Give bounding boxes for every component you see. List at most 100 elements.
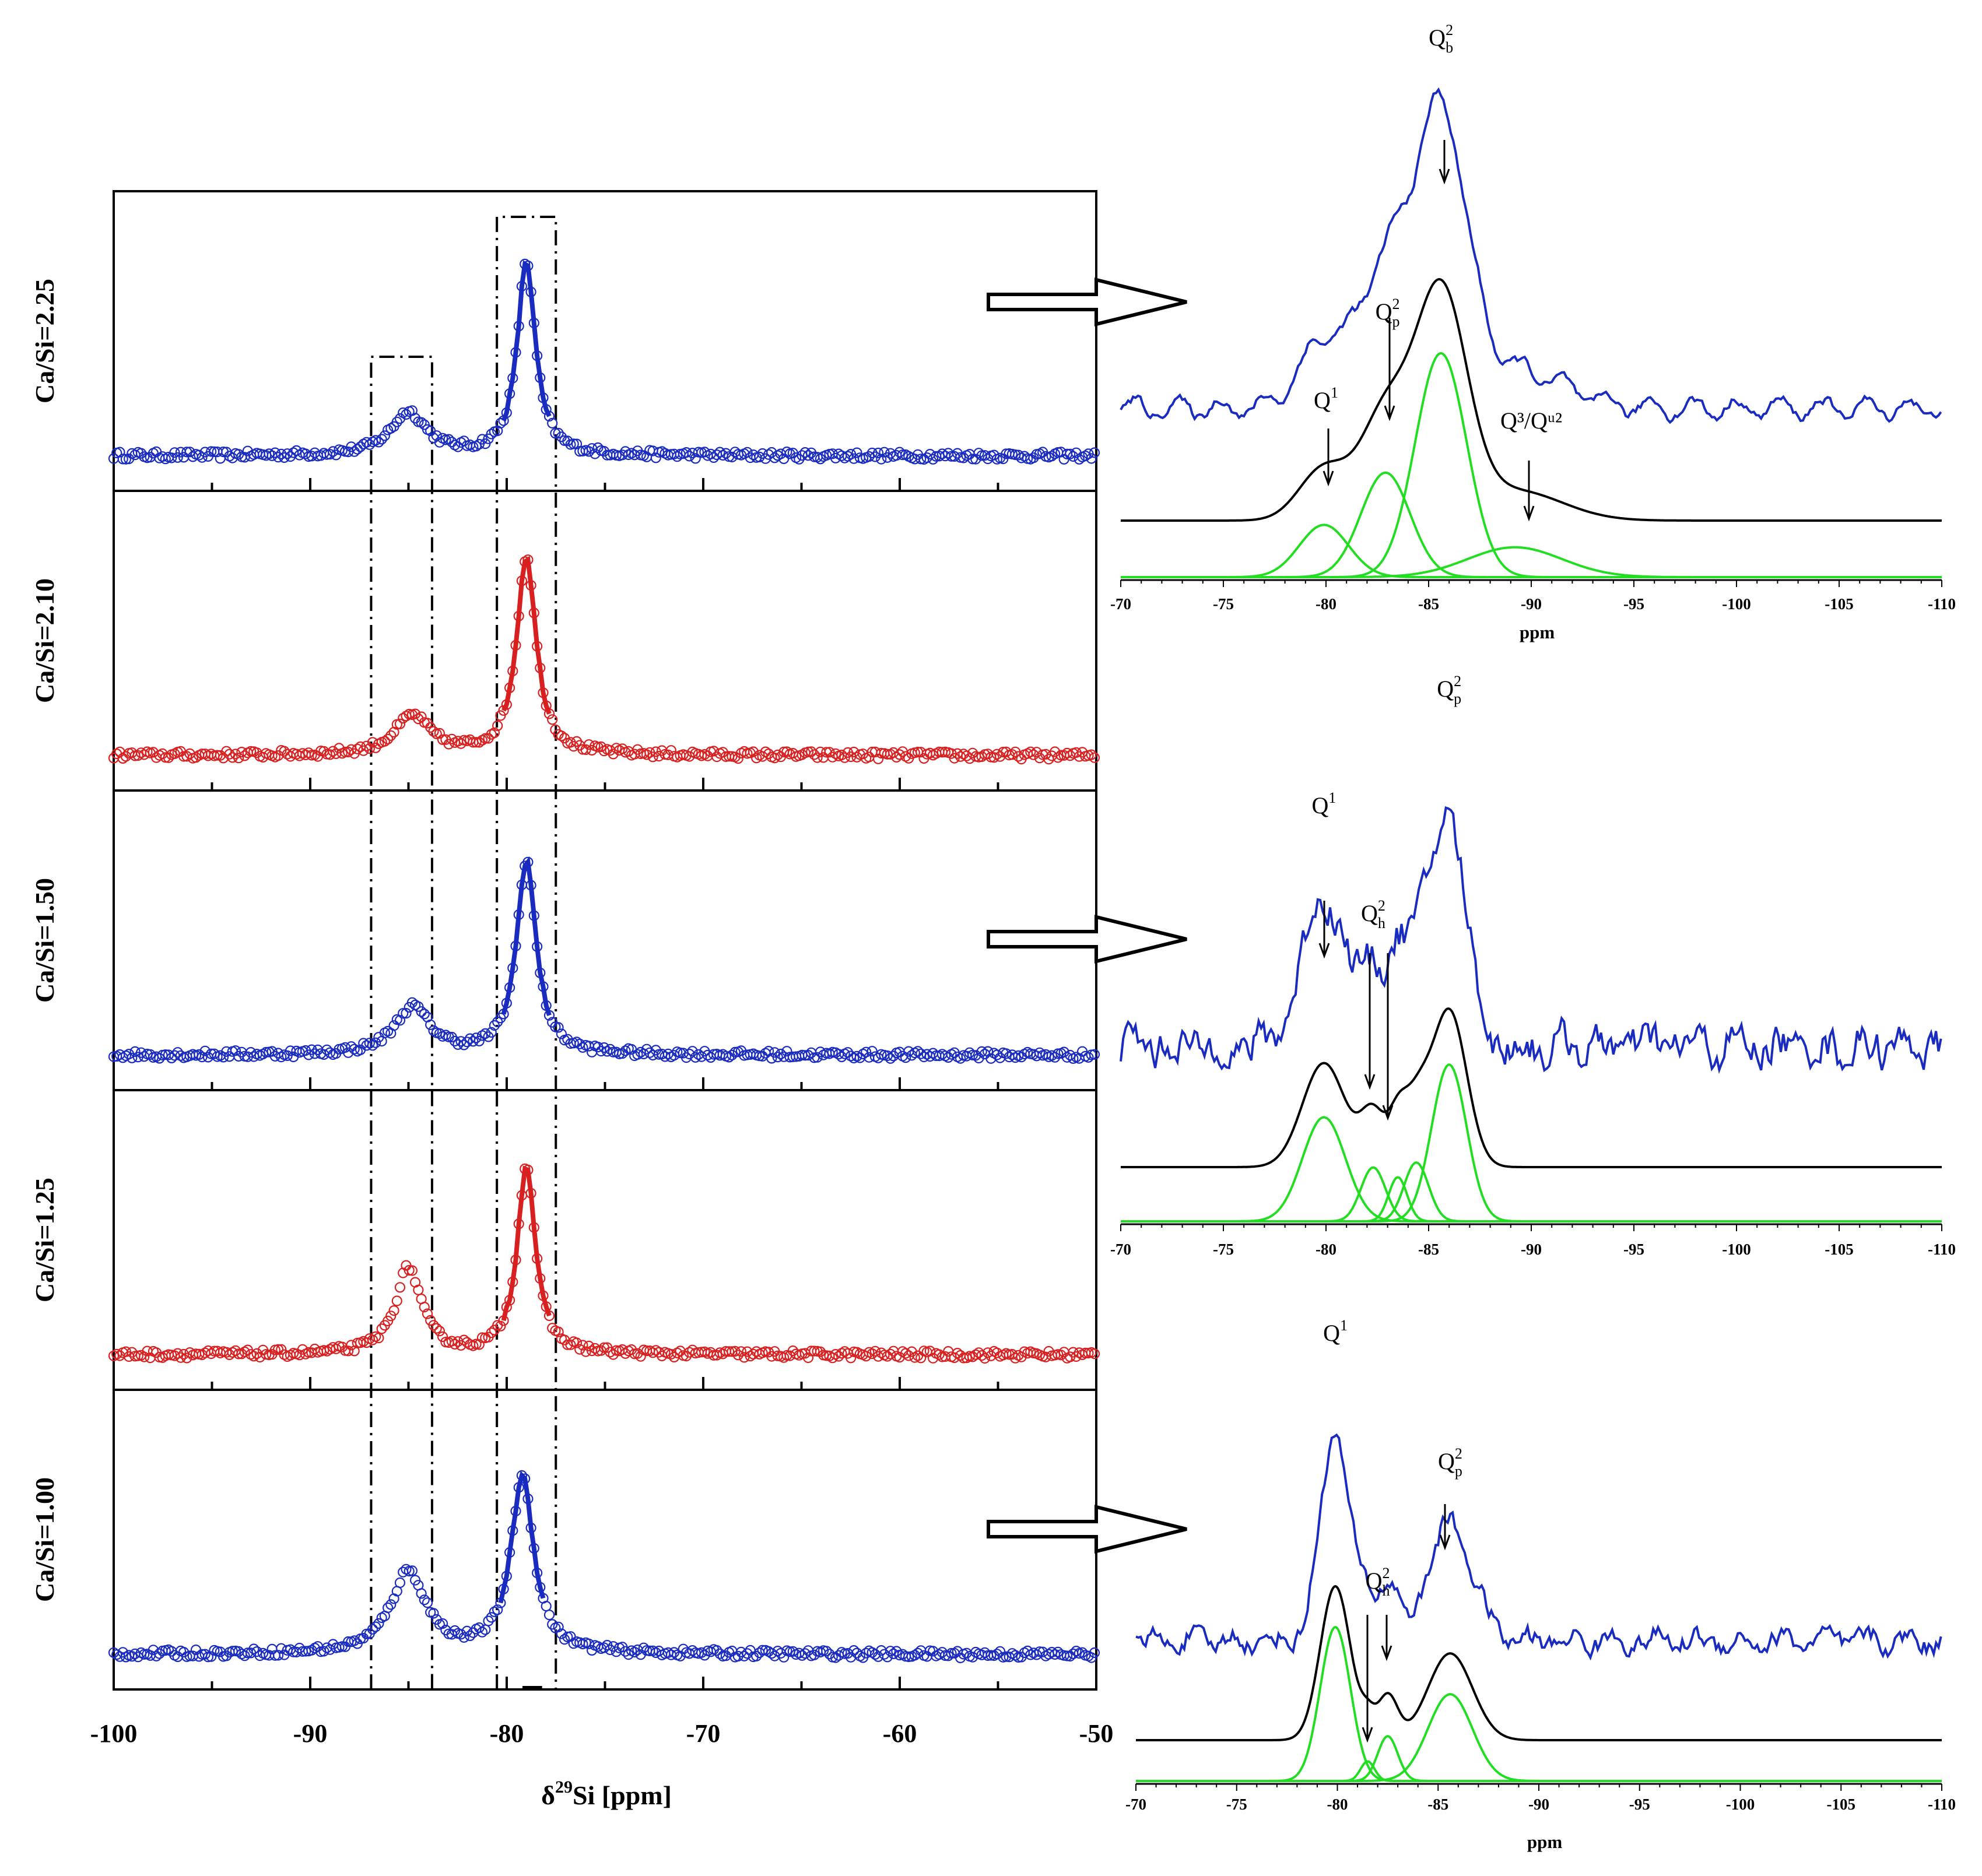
data-point	[190, 752, 202, 763]
data-point	[1089, 1049, 1100, 1060]
data-point	[464, 1630, 476, 1641]
data-point	[1025, 746, 1036, 757]
data-point	[388, 1305, 399, 1316]
data-point	[486, 1612, 497, 1623]
data-point	[422, 1597, 433, 1608]
x-tick-label: -90	[1521, 595, 1542, 613]
fit-component	[1136, 1625, 1942, 1782]
data-point	[742, 447, 753, 458]
data-point	[364, 743, 375, 754]
data-point	[979, 1352, 991, 1364]
data-point	[422, 1308, 433, 1319]
data-point	[717, 1348, 728, 1359]
data-point	[525, 1522, 536, 1533]
data-point	[867, 1348, 878, 1359]
x-tick-label: -85	[1418, 595, 1439, 613]
data-point	[629, 1646, 640, 1658]
data-point	[528, 1222, 539, 1233]
data-point	[492, 1604, 503, 1615]
main-peak-line	[501, 556, 552, 715]
fit-component	[1136, 1760, 1942, 1782]
data-point	[516, 575, 528, 586]
x-tick-label: -105	[1827, 1796, 1856, 1813]
data-point	[507, 1525, 518, 1536]
data-point	[233, 753, 244, 764]
peak-arrow-head	[1439, 168, 1450, 185]
data-point	[373, 437, 384, 448]
data-point	[528, 910, 539, 921]
data-point	[696, 1051, 707, 1062]
data-point	[809, 1649, 820, 1660]
peak-arrow-head	[1384, 405, 1395, 421]
data-point	[154, 1053, 165, 1064]
data-point	[385, 1311, 397, 1322]
data-point	[437, 1331, 448, 1343]
fit-component	[1136, 1735, 1942, 1782]
data-point	[425, 1019, 436, 1030]
data-point	[553, 1022, 564, 1033]
peak-label: Q2 h	[1361, 897, 1385, 932]
left-chart-frame	[113, 190, 1097, 1691]
data-point	[781, 1046, 792, 1057]
data-point	[769, 753, 780, 764]
data-point	[413, 1284, 424, 1295]
data-point	[985, 1650, 997, 1661]
data-point	[492, 720, 503, 732]
data-point	[620, 446, 631, 457]
data-point	[218, 1052, 229, 1063]
data-point	[318, 1646, 329, 1657]
data-point	[489, 727, 500, 739]
data-point	[428, 1608, 439, 1619]
data-point	[261, 1046, 272, 1058]
data-point	[739, 1352, 750, 1363]
fit-component	[1121, 524, 1942, 578]
data-point	[248, 1643, 259, 1654]
data-point	[543, 1610, 555, 1621]
fit-component	[1121, 1063, 1942, 1222]
data-point	[946, 1647, 957, 1659]
data-point	[480, 1028, 491, 1039]
data-point	[830, 1652, 841, 1663]
data-point	[504, 1295, 515, 1306]
peak-label: Q2 h	[1366, 1565, 1390, 1599]
data-point	[550, 428, 561, 439]
data-point	[988, 752, 999, 763]
data-point	[876, 454, 887, 465]
data-point	[699, 447, 710, 458]
data-point	[547, 714, 558, 725]
data-point	[531, 1568, 543, 1579]
data-point	[632, 1049, 643, 1060]
data-point	[224, 749, 235, 760]
data-point	[501, 997, 512, 1009]
data-point	[391, 1295, 402, 1306]
data-point	[547, 1323, 558, 1334]
data-point	[778, 1652, 790, 1663]
data-point	[535, 1582, 546, 1593]
data-point	[139, 1351, 150, 1362]
data-point	[1083, 1052, 1094, 1063]
data-point	[303, 1049, 314, 1060]
hollow-arrow-2	[987, 915, 1187, 964]
data-point	[531, 350, 543, 361]
data-point	[248, 1351, 259, 1362]
data-point	[727, 1049, 738, 1060]
data-point	[501, 1571, 512, 1582]
data-point	[894, 447, 905, 458]
data-point	[331, 1343, 342, 1354]
data-point	[501, 699, 512, 710]
data-point	[349, 1044, 360, 1055]
fit-component	[1121, 1166, 1942, 1222]
data-point	[580, 1346, 591, 1357]
data-point	[687, 1046, 698, 1057]
data-point	[827, 1352, 838, 1364]
data-point	[324, 1644, 336, 1655]
data-point	[379, 430, 391, 441]
data-point	[495, 1320, 506, 1332]
data-point	[562, 435, 573, 447]
data-point	[233, 1348, 244, 1359]
data-point	[507, 373, 518, 384]
data-point	[476, 1626, 488, 1638]
data-point	[748, 746, 759, 757]
data-point	[434, 728, 445, 739]
